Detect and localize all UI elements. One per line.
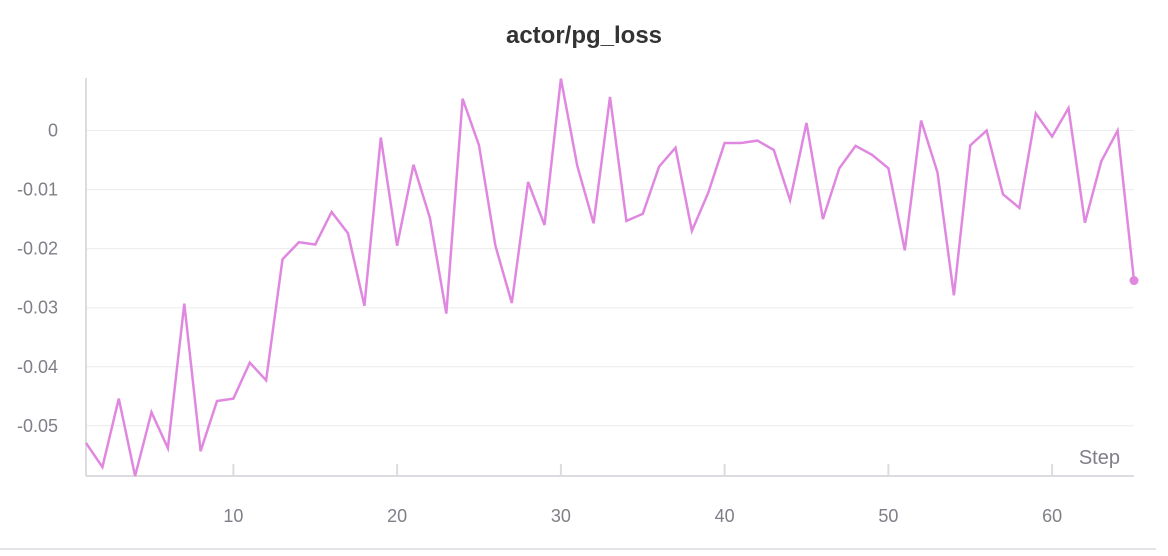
x-tick-label: 60 [1042,506,1062,526]
y-tick-label: -0.04 [17,357,58,377]
y-tick-label: -0.02 [17,239,58,259]
axes [85,78,1134,477]
y-tick-label: -0.01 [17,180,58,200]
y-tick-label: 0 [48,121,58,141]
last-point-marker [1129,276,1139,286]
x-tick-label: 50 [878,506,898,526]
x-tick-label: 30 [551,506,571,526]
x-axis-title: Step [1079,447,1120,469]
x-tick-label: 40 [715,506,735,526]
panel-bottom-border [0,548,1156,550]
tick-labels: 0 -0.01 -0.02 -0.03 -0.04 -0.05 10 20 30 40 50 60 [17,121,1062,526]
grid-lines [86,130,1134,427]
y-tick-label: -0.03 [17,298,58,318]
chart-title: actor/pg_loss [505,22,663,49]
x-tick-label: 10 [223,506,243,526]
x-tick-label: 20 [387,506,407,526]
y-tick-label: -0.05 [17,416,58,436]
series-line [84,78,1136,477]
series-layer [84,78,1139,477]
